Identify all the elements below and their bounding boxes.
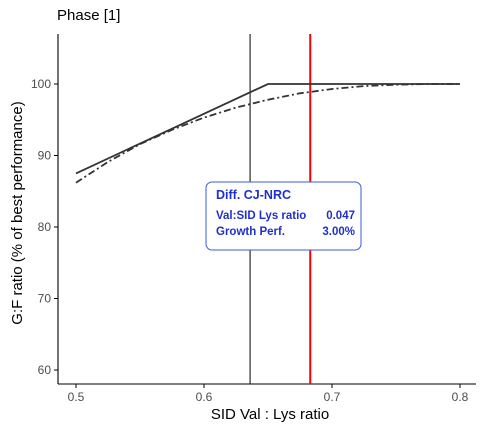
y-tick-label: 80 <box>38 220 52 234</box>
x-tick-label: 0.7 <box>324 390 341 404</box>
annotation-row-label: Growth Perf. <box>216 226 285 238</box>
plot-area: 60 70 80 90 100 0.5 0.6 0.7 0.8 Diff. CJ-NRC Val:S… <box>31 34 476 404</box>
y-tick-label: 70 <box>38 292 52 306</box>
annotation-row-value: 0.047 <box>326 210 355 222</box>
x-tick-label: 0.5 <box>68 390 85 404</box>
y-tick-label: 100 <box>31 77 51 91</box>
series-line-solid <box>75 83 460 175</box>
annotation-title: Diff. CJ-NRC <box>216 188 291 202</box>
x-axis-title: SID Val : Lys ratio <box>211 406 329 423</box>
annotation-row-label: Val:SID Lys ratio <box>216 210 306 222</box>
x-tick-label: 0.6 <box>196 390 213 404</box>
y-axis-title: G:F ratio (% of best performance) <box>9 101 26 324</box>
chart-title: Phase [1] <box>57 7 120 24</box>
y-tick-label: 60 <box>38 363 52 377</box>
annotation-row-value: 3.00% <box>322 226 355 238</box>
series-line-dashdot <box>75 83 460 184</box>
annotation-box <box>205 181 362 251</box>
x-tick-label: 0.8 <box>452 390 469 404</box>
y-tick-label: 90 <box>38 149 52 163</box>
